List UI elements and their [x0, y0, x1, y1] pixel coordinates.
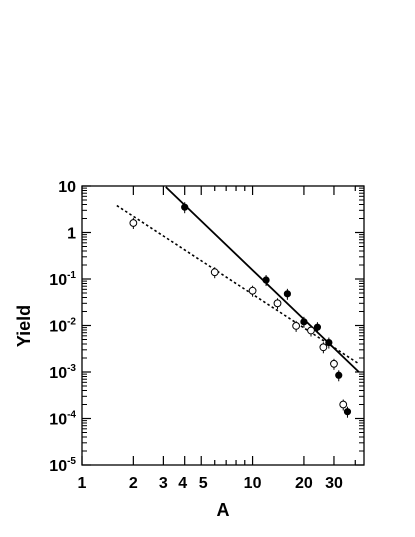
filled-point [313, 323, 322, 331]
open-point [129, 219, 138, 227]
x-tick-label: 20 [295, 475, 313, 492]
y-tick-label: 10 [58, 179, 76, 196]
x-tick-label: 4 [178, 475, 187, 492]
x-axis-ticks: 1 2 3 4 5 10 20 30 [78, 186, 356, 492]
filled-point [343, 408, 352, 416]
open-point [210, 268, 219, 277]
y-tick-label: 1 [67, 226, 76, 243]
open-point [319, 343, 328, 352]
x-tick-label: 30 [325, 475, 343, 492]
x-axis-title: A [217, 500, 230, 520]
filled-point [325, 338, 333, 347]
open-point [330, 359, 338, 368]
fit-line-dotted [116, 204, 360, 365]
x-tick-label: 1 [78, 475, 87, 492]
open-point [339, 400, 348, 409]
y-axis-ticks: 10 1 10-1 10-2 10-3 10-4 10-5 [49, 179, 364, 475]
data-points [129, 202, 352, 418]
y-axis-title: Yield [14, 305, 34, 347]
filled-point [262, 276, 270, 284]
open-point [307, 326, 315, 335]
open-point [248, 286, 257, 295]
filled-point [283, 290, 291, 298]
y-tick-label: 10-5 [49, 456, 76, 475]
y-tick-label: 10-1 [49, 270, 76, 289]
y-tick-label: 10-4 [49, 410, 76, 429]
x-tick-label: 3 [159, 475, 168, 492]
x-tick-label: 5 [199, 475, 208, 492]
y-tick-label: 10-3 [49, 363, 76, 382]
x-tick-label: 2 [129, 475, 138, 492]
x-tick-label: 10 [244, 475, 262, 492]
plot-frame [81, 185, 365, 466]
filled-point [181, 203, 189, 211]
filled-point [335, 371, 343, 379]
y-tick-label: 10-2 [49, 317, 76, 336]
filled-point [300, 318, 308, 326]
open-point [292, 322, 301, 330]
open-point [273, 299, 282, 308]
